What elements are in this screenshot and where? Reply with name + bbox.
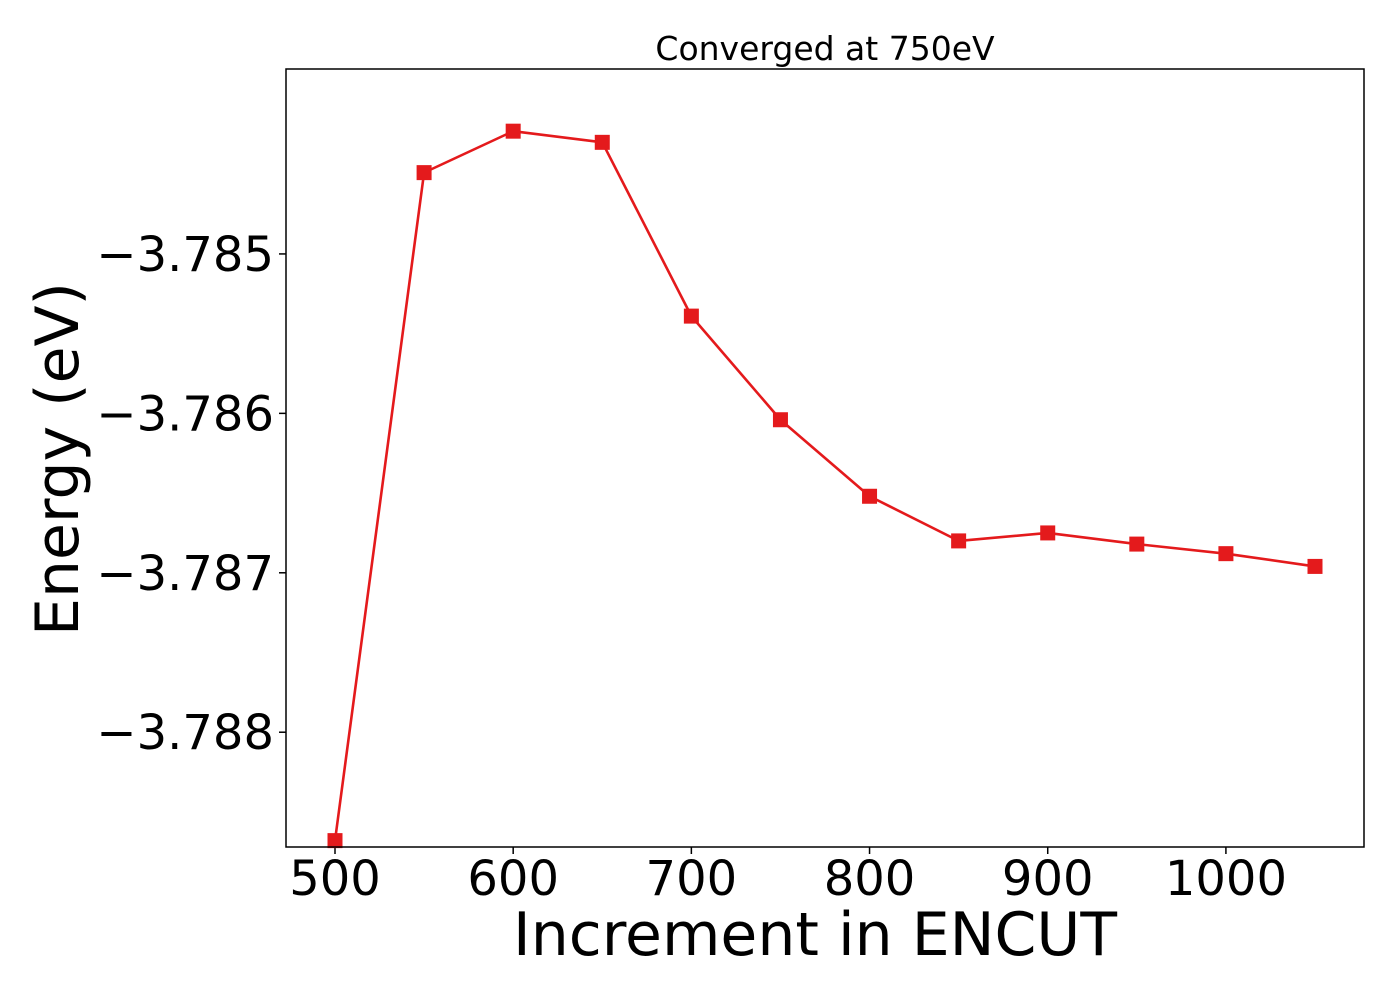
y-tick-label: −3.788 [96, 705, 274, 761]
x-tick-label: 1000 [1165, 851, 1287, 907]
data-point [505, 123, 521, 139]
data-point [1307, 558, 1323, 574]
y-axis-label: Energy (eV) [23, 282, 93, 636]
data-point [416, 165, 432, 181]
data-point [1218, 546, 1234, 562]
x-axis-label: Increment in ENCUT [513, 900, 1117, 970]
plot-area: 500 600 700 800 900 1000 −3.785 −3.786 −3.787 −3.… [96, 68, 1365, 907]
data-point [1040, 525, 1056, 541]
data-point [327, 833, 343, 849]
data-point [951, 533, 967, 549]
x-tick-label: 900 [1002, 851, 1094, 907]
data-point [862, 488, 878, 504]
x-tick-label: 700 [646, 851, 738, 907]
data-point [683, 308, 699, 324]
chart-title: Converged at 750eV [655, 29, 995, 68]
x-tick-label: 500 [289, 851, 381, 907]
data-point [1129, 536, 1145, 552]
x-tick-label: 800 [824, 851, 916, 907]
data-point [594, 134, 610, 150]
data-point [772, 412, 788, 428]
series-line [333, 129, 1316, 841]
y-tick-label: −3.785 [96, 227, 274, 283]
x-tick-label: 600 [467, 851, 559, 907]
y-tick-label: −3.786 [96, 386, 274, 442]
y-tick-label: −3.787 [96, 546, 274, 602]
axes-frame [285, 68, 1365, 848]
